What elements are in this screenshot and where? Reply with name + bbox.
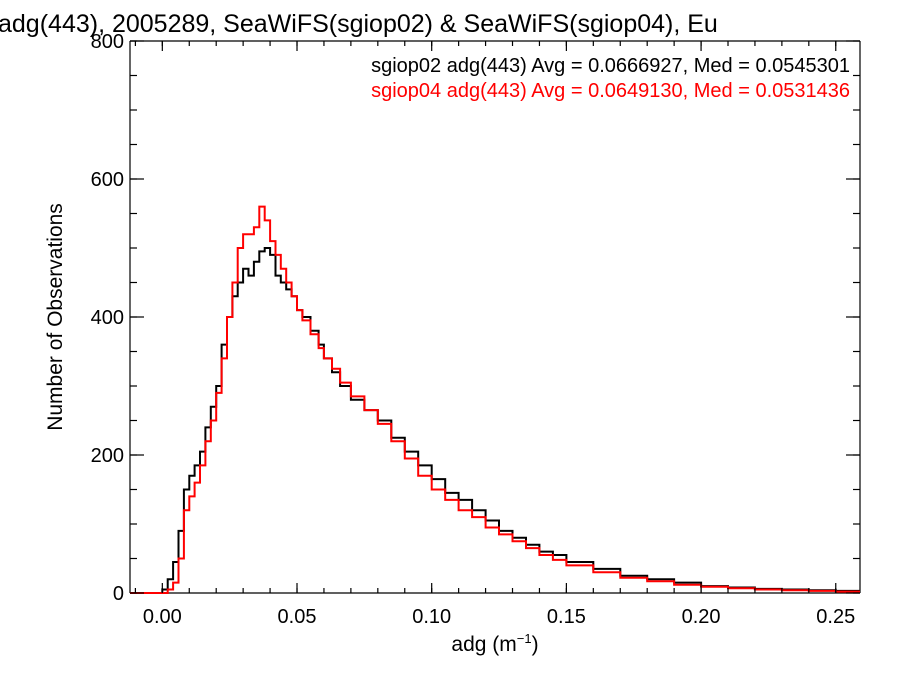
- x-tick-label: 0.05: [278, 606, 317, 628]
- chart-title: adg(443), 2005289, SeaWiFS(sgiop02) & Se…: [0, 10, 718, 38]
- x-axis-title: adg (m−1): [451, 631, 538, 656]
- series-line-sgiop04: [130, 205, 860, 594]
- y-tick-label: 0: [113, 583, 124, 605]
- x-tick-label: 0.00: [143, 606, 182, 628]
- y-tick-label: 400: [91, 307, 124, 329]
- y-tick-label: 200: [91, 445, 124, 467]
- legend-entry-sgiop04: sgiop04 adg(443) Avg = 0.0649130, Med = …: [371, 80, 850, 102]
- legend-entry-sgiop02: sgiop02 adg(443) Avg = 0.0666927, Med = …: [371, 55, 850, 77]
- y-tick-label: 600: [91, 169, 124, 191]
- ticks-layer: 0.00 0.05 0.10 0.15 0.20 0.25 0 200 400 600 800: [91, 31, 860, 628]
- x-axis-title-main: adg (m: [451, 633, 516, 656]
- x-axis-title-close: ): [532, 633, 539, 656]
- y-axis-title: Number of Observations: [44, 203, 67, 431]
- series-layer: [130, 205, 860, 594]
- legend: sgiop02 adg(443) Avg = 0.0666927, Med = …: [371, 55, 850, 102]
- plot-frame: [129, 40, 861, 594]
- x-tick-label: 0.15: [547, 606, 586, 628]
- x-tick-label: 0.10: [412, 606, 451, 628]
- x-tick-label: 0.25: [816, 606, 855, 628]
- x-axis-title-superscript: −1: [517, 631, 532, 646]
- x-tick-label: 0.20: [682, 606, 721, 628]
- series-line-sgiop02: [130, 247, 860, 594]
- y-tick-label: 800: [91, 31, 124, 53]
